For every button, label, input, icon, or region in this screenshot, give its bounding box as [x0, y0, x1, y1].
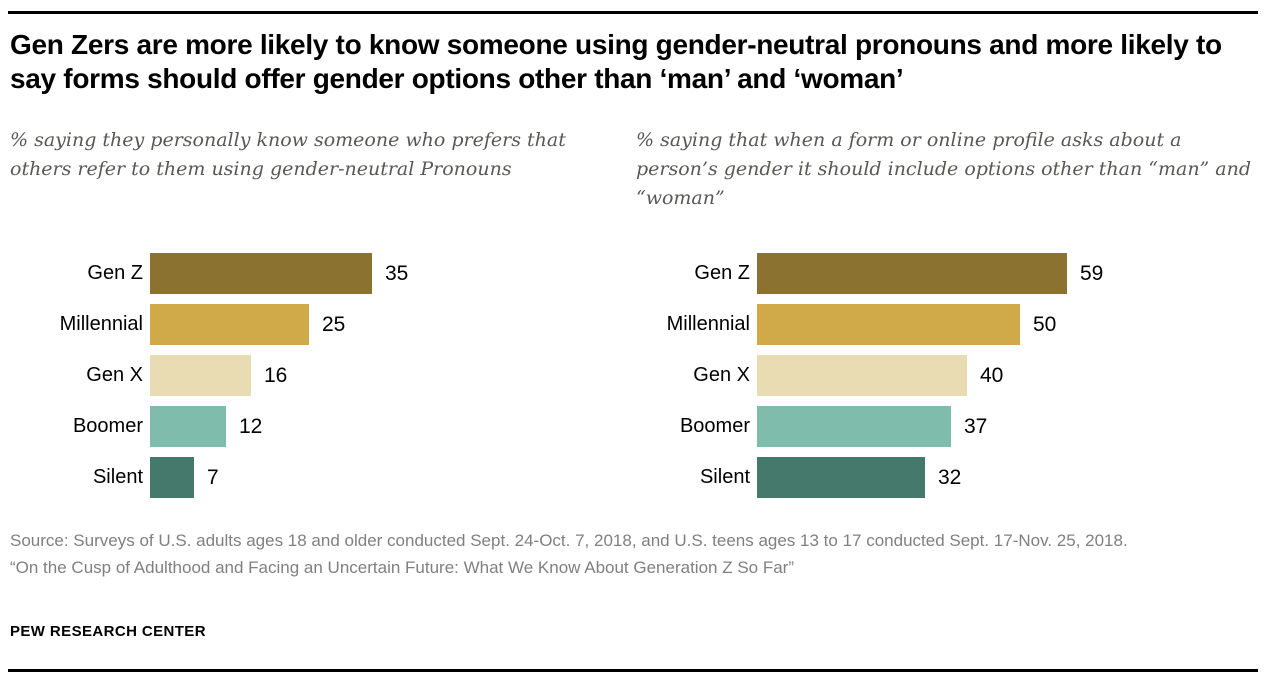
value-label: 59: [1080, 261, 1104, 285]
bar-row: Gen X 16: [10, 355, 610, 396]
value-label: 35: [385, 261, 409, 285]
value-label: 37: [964, 414, 988, 438]
top-rule: [8, 11, 1258, 14]
source-note: Source: Surveys of U.S. adults ages 18 a…: [10, 531, 1128, 550]
bar-gen-z: [150, 253, 372, 294]
value-label: 50: [1033, 312, 1057, 336]
category-label: Silent: [699, 466, 750, 488]
bar-row: Gen X 40: [636, 355, 1268, 396]
category-label: Silent: [92, 466, 143, 488]
category-label: Boomer: [72, 415, 143, 437]
category-label: Boomer: [679, 415, 750, 437]
bar-gen-x: [757, 355, 967, 396]
bar-boomer: [757, 406, 951, 447]
bar-row: Boomer 12: [10, 406, 610, 447]
bar-row: Silent 7: [10, 457, 610, 498]
value-label: 32: [938, 465, 962, 489]
category-label: Gen X: [86, 364, 143, 386]
pew-research-center-wordmark: PEW RESEARCH CENTER: [10, 623, 206, 640]
bar-boomer: [150, 406, 226, 447]
bar-row: Millennial 50: [636, 304, 1268, 345]
bar-row: Millennial 25: [10, 304, 610, 345]
right-bar-chart: Gen Z 59 Millennial 50 Gen X 40 Boomer 37 Silent…: [636, 253, 1268, 508]
left-bar-chart: Gen Z 35 Millennial 25 Gen X 16 Boomer 12 Silent…: [10, 253, 610, 508]
figure-title: Gen Zers are more likely to know someone…: [10, 29, 1222, 94]
value-label: 25: [322, 312, 346, 336]
value-label: 16: [264, 363, 288, 387]
value-label: 7: [207, 465, 219, 489]
bar-row: Gen Z 35: [10, 253, 610, 294]
bar-row: Boomer 37: [636, 406, 1268, 447]
bar-millennial: [757, 304, 1020, 345]
bottom-rule: [8, 669, 1258, 672]
value-label: 40: [980, 363, 1004, 387]
category-label: Gen X: [693, 364, 750, 386]
category-label: Millennial: [666, 313, 750, 335]
left-chart-subtitle: % saying they personally know someone wh…: [10, 129, 566, 180]
bar-row: Gen Z 59: [636, 253, 1268, 294]
bar-millennial: [150, 304, 309, 345]
category-label: Gen Z: [694, 262, 750, 284]
right-chart-subtitle: % saying that when a form or online prof…: [636, 129, 1252, 209]
bar-row: Silent 32: [636, 457, 1268, 498]
category-label: Millennial: [59, 313, 143, 335]
value-label: 12: [239, 414, 263, 438]
bar-gen-z: [757, 253, 1067, 294]
category-label: Gen Z: [87, 262, 143, 284]
report-title-note: “On the Cusp of Adulthood and Facing an …: [10, 558, 795, 577]
bar-gen-x: [150, 355, 251, 396]
bar-silent: [757, 457, 925, 498]
bar-silent: [150, 457, 194, 498]
footer-notes: Source: Surveys of U.S. adults ages 18 a…: [10, 527, 1262, 581]
